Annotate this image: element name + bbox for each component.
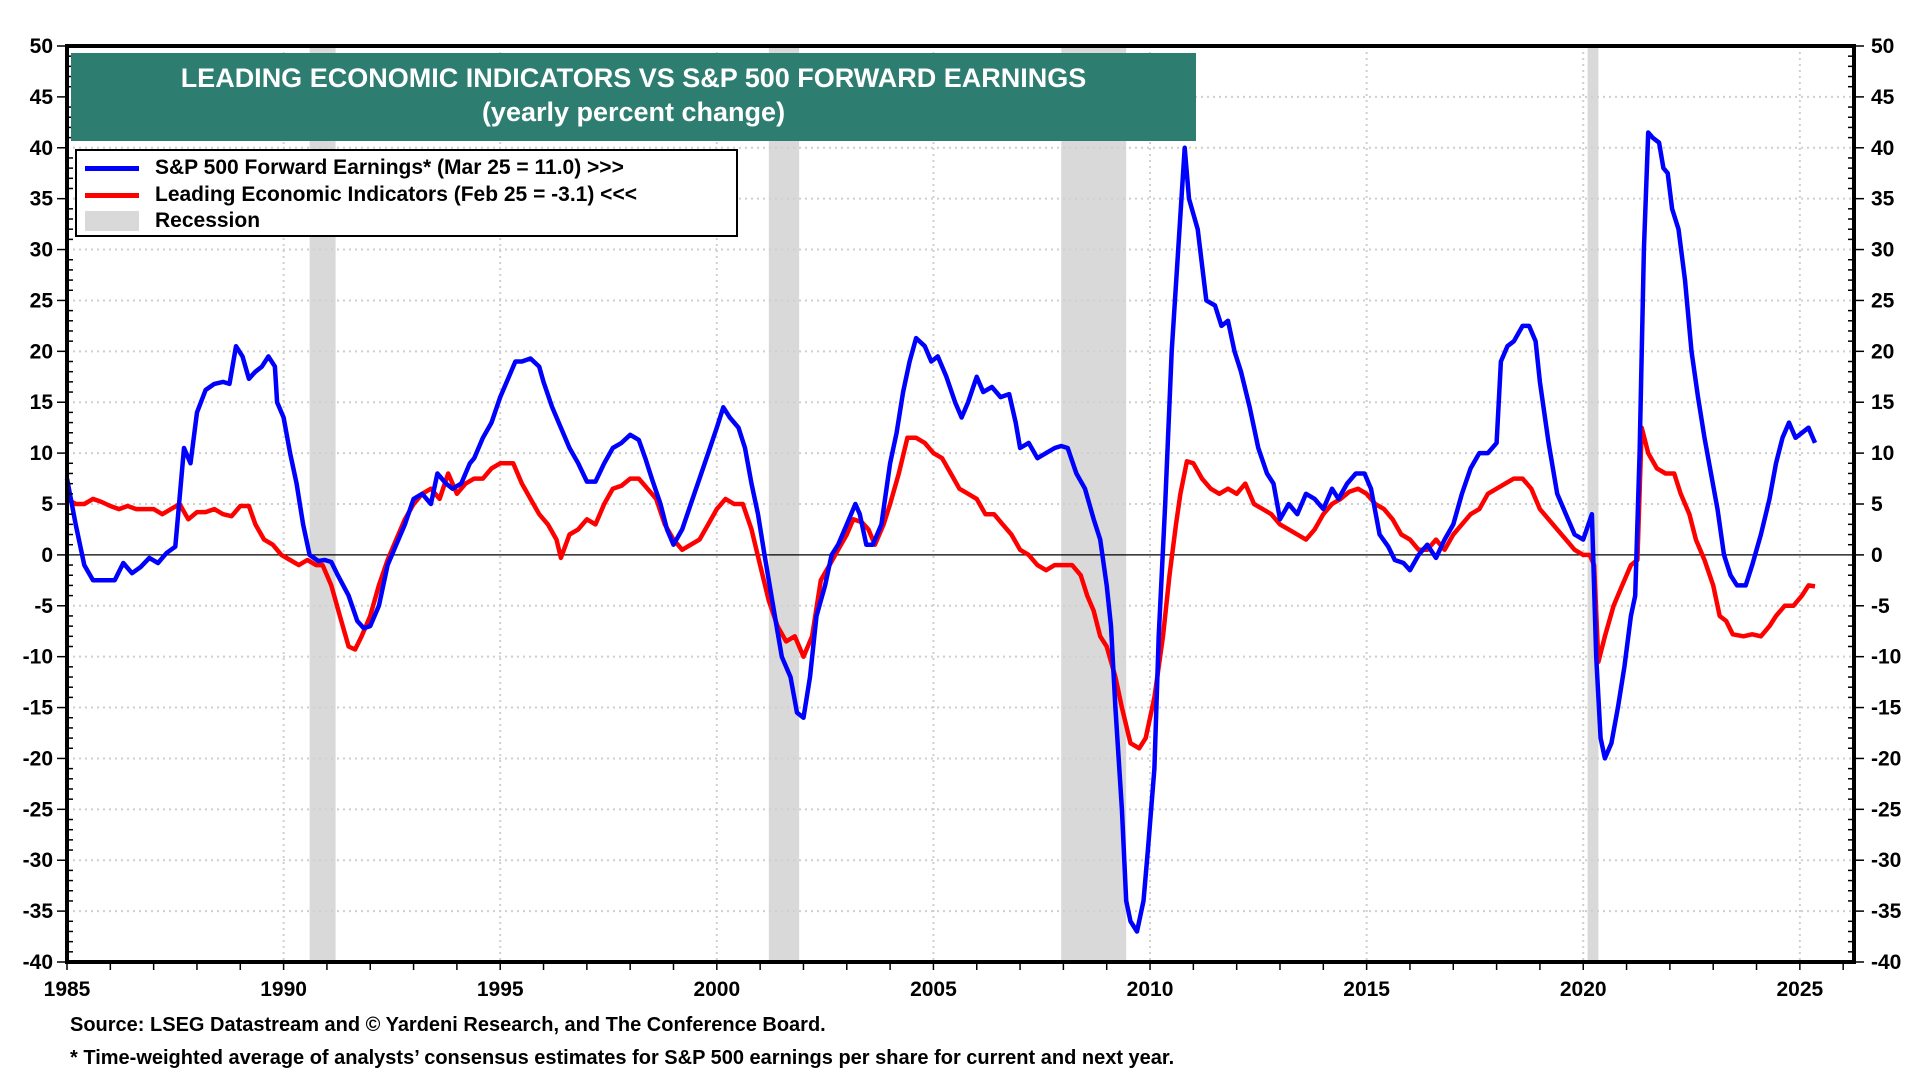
y-tick-label-left: 40 xyxy=(30,137,53,160)
y-tick-label-left: 50 xyxy=(30,35,53,58)
y-tick-label-right: -15 xyxy=(1871,697,1902,720)
legend-label: S&P 500 Forward Earnings* (Mar 25 = 11.0… xyxy=(155,156,624,179)
y-tick-label-right: -10 xyxy=(1871,646,1901,669)
x-tick-label: 1995 xyxy=(477,978,524,1001)
x-tick-label: 2010 xyxy=(1127,978,1174,1001)
legend-item-sp500: S&P 500 Forward Earnings* (Mar 25 = 11.0… xyxy=(85,155,624,181)
y-tick-label-right: -5 xyxy=(1871,595,1890,618)
y-tick-label-left: 30 xyxy=(30,239,53,262)
y-tick-label-right: 10 xyxy=(1871,442,1894,465)
y-tick-label-right: 45 xyxy=(1871,86,1895,109)
chart-subtitle: (yearly percent change) xyxy=(481,97,786,127)
y-tick-label-right: -35 xyxy=(1871,900,1902,923)
s-p-500-forward-earnings-line xyxy=(64,130,1818,934)
x-tick-label: 2000 xyxy=(693,978,740,1001)
right-y-axis: 50454035302520151050-5-10-15-20-25-30-35… xyxy=(1848,35,1902,974)
legend-item-recession: Recession xyxy=(85,208,260,234)
y-tick-label-right: 15 xyxy=(1871,391,1895,414)
chart-title-box: LEADING ECONOMIC INDICATORS VS S&P 500 F… xyxy=(71,53,1196,141)
chart-title: LEADING ECONOMIC INDICATORS VS S&P 500 F… xyxy=(180,63,1087,93)
legend-label: Recession xyxy=(155,209,261,232)
y-tick-label-left: 5 xyxy=(41,493,53,516)
y-tick-label-right: -20 xyxy=(1871,747,1901,770)
series-lines xyxy=(64,130,1818,934)
x-tick-label: 1985 xyxy=(44,978,91,1001)
legend-label: Leading Economic Indicators (Feb 25 = -3… xyxy=(155,183,637,206)
x-tick-label: 1990 xyxy=(260,978,307,1001)
y-tick-label-left: -15 xyxy=(23,697,54,720)
y-tick-label-right: -30 xyxy=(1871,849,1901,872)
x-tick-label: 2015 xyxy=(1343,978,1390,1001)
y-tick-label-right: 20 xyxy=(1871,340,1894,363)
y-tick-label-left: 25 xyxy=(30,289,54,312)
legend-swatch-blue-line xyxy=(85,165,139,171)
left-y-axis: 50454035302520151050-5-10-15-20-25-30-35… xyxy=(23,35,73,974)
y-tick-label-left: -40 xyxy=(23,951,53,974)
y-tick-label-left: -5 xyxy=(34,595,53,618)
y-tick-label-right: -25 xyxy=(1871,798,1902,821)
y-tick-label-left: 35 xyxy=(30,188,54,211)
legend-swatch-red-line xyxy=(85,192,139,198)
x-tick-label: 2005 xyxy=(910,978,957,1001)
y-tick-label-right: -40 xyxy=(1871,951,1901,974)
y-tick-label-left: -10 xyxy=(23,646,53,669)
y-tick-label-left: -35 xyxy=(23,900,54,923)
y-tick-label-right: 50 xyxy=(1871,35,1894,58)
y-tick-label-left: 15 xyxy=(30,391,54,414)
y-tick-label-right: 0 xyxy=(1871,544,1883,567)
y-tick-label-left: 20 xyxy=(30,340,53,363)
y-tick-label-right: 25 xyxy=(1871,289,1895,312)
y-tick-label-left: -25 xyxy=(23,798,54,821)
y-tick-label-left: -20 xyxy=(23,747,53,770)
y-tick-label-left: 0 xyxy=(41,544,53,567)
source-note: Source: LSEG Datastream and © Yardeni Re… xyxy=(70,1014,826,1036)
footnote: * Time-weighted average of analysts’ con… xyxy=(70,1047,1175,1069)
legend-swatch-recession xyxy=(85,211,139,231)
leading-economic-indicators-line xyxy=(65,425,1816,751)
y-tick-label-left: 45 xyxy=(30,86,54,109)
y-tick-label-left: -30 xyxy=(23,849,53,872)
gridlines xyxy=(67,46,1854,962)
x-tick-label: 2020 xyxy=(1560,978,1607,1001)
x-tick-label: 2025 xyxy=(1776,978,1823,1001)
y-tick-label-right: 35 xyxy=(1871,188,1895,211)
y-tick-label-right: 30 xyxy=(1871,239,1894,262)
x-axis: 1985 1990 1995 2000 2005 2010 2015 2020 2025 xyxy=(44,962,1844,1001)
y-tick-label-right: 40 xyxy=(1871,137,1894,160)
y-tick-label-right: 5 xyxy=(1871,493,1883,516)
legend-item-lei: Leading Economic Indicators (Feb 25 = -3… xyxy=(85,182,637,208)
legend: S&P 500 Forward Earnings* (Mar 25 = 11.0… xyxy=(75,149,738,237)
y-tick-label-left: 10 xyxy=(30,442,53,465)
